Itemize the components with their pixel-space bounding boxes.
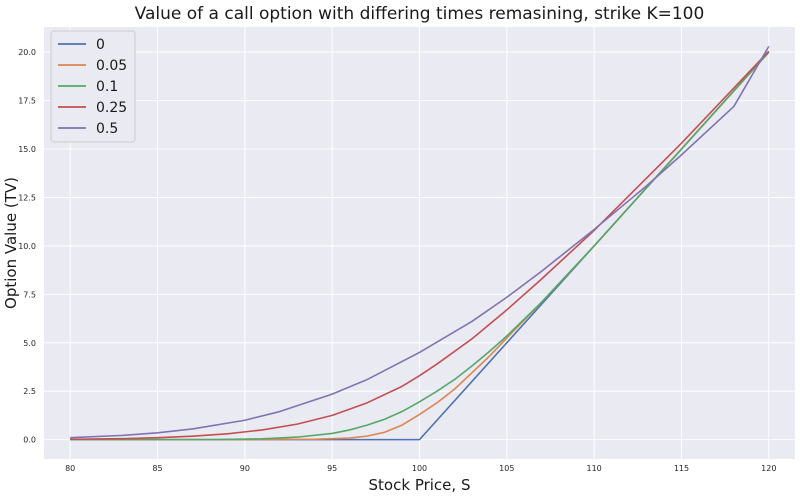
series-lines	[70, 45, 770, 441]
series-line-4	[70, 45, 770, 439]
y-tick-label: 7.5	[23, 290, 36, 299]
x-axis-label: Stock Price, S	[369, 476, 471, 494]
series-line-3	[70, 50, 770, 441]
x-tick-label: 90	[240, 464, 250, 473]
legend: 0 0.05 0.1 0.25 0.5	[50, 30, 136, 143]
y-tick-label: 0.0	[23, 436, 36, 445]
y-axis-label: Option Value (TV)	[2, 177, 20, 309]
legend-label: 0.05	[96, 58, 127, 74]
legend-label: 0.5	[96, 121, 118, 137]
legend-label: 0.25	[96, 100, 127, 116]
y-tick-label: 20.0	[18, 48, 36, 57]
y-tick-labels: 0.0 2.5 5.0 7.5 10.0 12.5 15.0 17.5 20.0	[18, 48, 36, 444]
x-tick-label: 80	[65, 464, 75, 473]
chart-title: Value of a call option with differing ti…	[135, 4, 705, 24]
y-tick-label: 15.0	[18, 145, 36, 154]
x-tick-labels: 80 85 90 95 100 105 110 115 120	[65, 464, 776, 473]
legend-label: 0.1	[96, 79, 118, 95]
y-tick-label: 17.5	[18, 97, 36, 106]
x-tick-label: 95	[327, 464, 337, 473]
x-tick-label: 115	[674, 464, 689, 473]
y-tick-label: 5.0	[23, 339, 36, 348]
y-tick-label: 10.0	[18, 242, 36, 251]
series-line-2	[70, 51, 770, 441]
legend-label: 0	[96, 37, 105, 53]
y-tick-label: 12.5	[18, 193, 36, 202]
y-tick-label: 2.5	[23, 387, 36, 396]
x-tick-label: 110	[587, 464, 602, 473]
x-tick-label: 105	[499, 464, 514, 473]
x-tick-label: 120	[761, 464, 776, 473]
legend-frame	[50, 30, 136, 143]
x-tick-label: 85	[152, 464, 162, 473]
x-tick-label: 100	[412, 464, 427, 473]
